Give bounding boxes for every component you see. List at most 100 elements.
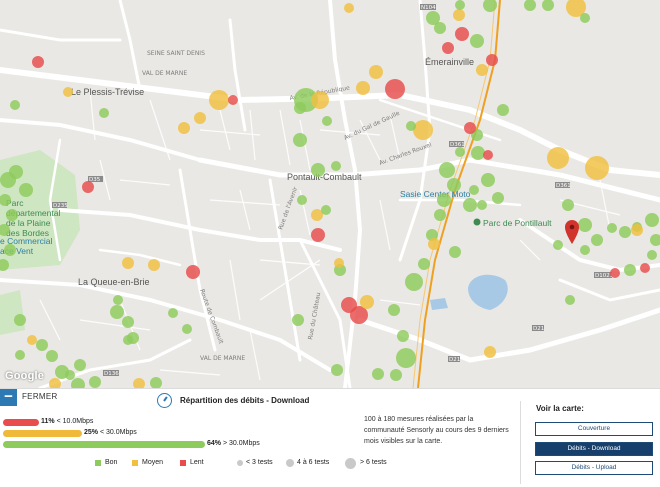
measurement-dot[interactable] [437, 193, 451, 207]
measurement-dot[interactable] [186, 265, 200, 279]
measurement-dot[interactable] [369, 65, 383, 79]
measurement-dot[interactable] [486, 54, 498, 66]
measurement-dot[interactable] [311, 228, 325, 242]
measurement-dot[interactable] [311, 91, 329, 109]
measurement-dot[interactable] [547, 147, 569, 169]
measurement-dot[interactable] [471, 146, 485, 160]
measurement-dot[interactable] [413, 120, 433, 140]
measurement-dot[interactable] [610, 268, 620, 278]
measurement-dot[interactable] [455, 27, 469, 41]
measurement-dot[interactable] [9, 165, 23, 179]
coverage-button[interactable]: Couverture [535, 422, 653, 436]
measurement-dot[interactable] [426, 229, 438, 241]
measurement-dot[interactable] [331, 161, 341, 171]
upload-button[interactable]: Débits - Upload [535, 461, 653, 475]
measurement-dot[interactable] [321, 205, 331, 215]
measurement-dot[interactable] [311, 163, 325, 177]
measurement-dot[interactable] [553, 240, 563, 250]
measurement-dot[interactable] [607, 223, 617, 233]
measurement-dot[interactable] [619, 226, 631, 238]
measurement-dot[interactable] [418, 258, 430, 270]
measurement-dot[interactable] [293, 133, 307, 147]
download-button[interactable]: Débits - Download [535, 442, 653, 456]
measurement-dot[interactable] [311, 209, 323, 221]
measurement-dot[interactable] [0, 224, 10, 236]
measurement-dot[interactable] [65, 370, 75, 380]
measurement-dot[interactable] [492, 192, 504, 204]
measurement-dot[interactable] [390, 369, 402, 381]
measurement-dot[interactable] [385, 79, 405, 99]
measurement-dot[interactable] [89, 376, 101, 388]
measurement-dot[interactable] [133, 378, 145, 388]
measurement-dot[interactable] [434, 209, 446, 221]
measurement-dot[interactable] [439, 162, 455, 178]
measurement-dot[interactable] [447, 178, 461, 192]
measurement-dot[interactable] [426, 11, 440, 25]
measurement-dot[interactable] [71, 378, 85, 388]
measurement-dot[interactable] [331, 364, 343, 376]
measurement-dot[interactable] [122, 257, 134, 269]
measurement-dot[interactable] [372, 368, 384, 380]
measurement-dot[interactable] [297, 195, 307, 205]
measurement-dot[interactable] [168, 308, 178, 318]
measurement-dot[interactable] [182, 324, 192, 334]
measurement-dot[interactable] [396, 348, 416, 368]
measurement-dot[interactable] [350, 306, 368, 324]
measurement-dot[interactable] [566, 0, 586, 17]
measurement-dot[interactable] [82, 181, 94, 193]
measurement-dot[interactable] [477, 200, 487, 210]
measurement-dot[interactable] [388, 304, 400, 316]
measurement-dot[interactable] [442, 42, 454, 54]
measurement-dot[interactable] [397, 330, 409, 342]
measurement-dot[interactable] [562, 199, 574, 211]
measurement-dot[interactable] [476, 64, 488, 76]
map-view[interactable]: D35 D235 D136 D361 D361 D1021 D21 D21 N1… [0, 0, 660, 388]
measurement-dot[interactable] [640, 263, 650, 273]
measurement-dot[interactable] [405, 273, 423, 291]
measurement-dot[interactable] [455, 147, 465, 157]
measurement-dot[interactable] [455, 0, 465, 10]
measurement-dot[interactable] [344, 3, 354, 13]
measurement-dot[interactable] [46, 350, 58, 362]
measurement-dot[interactable] [483, 150, 493, 160]
measurement-dot[interactable] [0, 194, 11, 206]
measurement-dot[interactable] [178, 122, 190, 134]
measurement-dot[interactable] [434, 22, 446, 34]
measurement-dot[interactable] [360, 295, 374, 309]
measurement-dot[interactable] [481, 173, 495, 187]
measurement-dot[interactable] [148, 259, 160, 271]
measurement-dot[interactable] [585, 156, 609, 180]
measurement-dot[interactable] [110, 305, 124, 319]
measurement-dot[interactable] [565, 295, 575, 305]
location-pin-icon[interactable] [565, 220, 579, 244]
measurement-dot[interactable] [49, 378, 61, 388]
measurement-dot[interactable] [624, 264, 636, 276]
measurement-dot[interactable] [334, 258, 344, 268]
measurement-dot[interactable] [6, 209, 18, 221]
measurement-dot[interactable] [209, 90, 229, 110]
measurement-dot[interactable] [406, 121, 416, 131]
measurement-dot[interactable] [524, 0, 536, 11]
measurement-dot[interactable] [483, 0, 497, 12]
measurement-dot[interactable] [4, 244, 16, 256]
measurement-dot[interactable] [542, 0, 554, 11]
close-button[interactable]: − [0, 389, 17, 406]
measurement-dot[interactable] [113, 295, 123, 305]
measurement-dot[interactable] [15, 350, 25, 360]
measurement-dot[interactable] [428, 238, 440, 250]
measurement-dot[interactable] [123, 335, 133, 345]
measurement-dot[interactable] [497, 104, 509, 116]
measurement-dot[interactable] [14, 314, 26, 326]
measurement-dot[interactable] [74, 359, 86, 371]
measurement-dot[interactable] [469, 185, 479, 195]
measurement-dot[interactable] [150, 377, 162, 388]
measurement-dot[interactable] [647, 250, 657, 260]
measurement-dot[interactable] [27, 335, 37, 345]
measurement-dot[interactable] [645, 213, 659, 227]
measurement-markers[interactable] [0, 0, 660, 388]
measurement-dot[interactable] [484, 346, 496, 358]
measurement-dot[interactable] [194, 112, 206, 124]
measurement-dot[interactable] [322, 116, 332, 126]
measurement-dot[interactable] [122, 316, 134, 328]
measurement-dot[interactable] [580, 13, 590, 23]
